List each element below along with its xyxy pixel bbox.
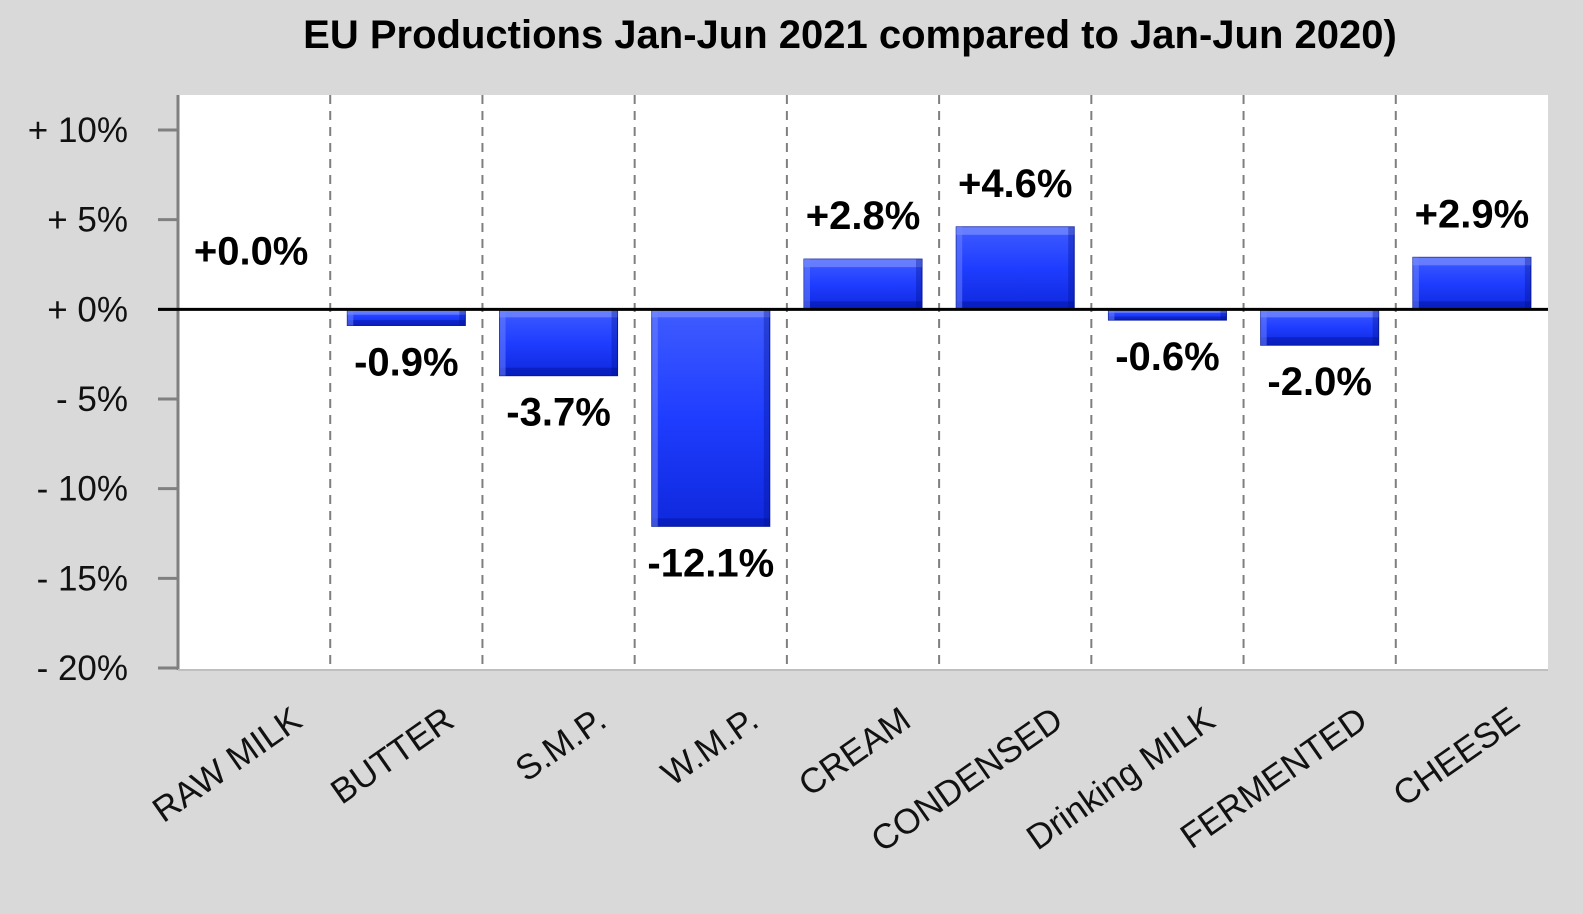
- bar-bevel-left: [651, 309, 658, 527]
- bar-bevel-left: [347, 309, 354, 326]
- bar-bevel-top: [1108, 309, 1227, 313]
- bar: [1412, 256, 1532, 310]
- data-label: -0.9%: [354, 340, 459, 384]
- y-tick-label: - 10%: [37, 470, 128, 509]
- chart-title: EU Productions Jan-Jun 2021 compared to …: [303, 13, 1397, 57]
- bar-bevel-right: [1220, 309, 1227, 321]
- bar-bevel-bottom: [1260, 337, 1379, 346]
- bar-body: [955, 226, 1075, 310]
- bar-bevel-left: [499, 309, 506, 376]
- bar-bevel-top: [1412, 257, 1531, 266]
- bar-bevel-left: [956, 226, 963, 310]
- y-tick-label: - 15%: [37, 559, 128, 598]
- data-label: +0.0%: [194, 229, 309, 273]
- bar-bevel-top: [804, 259, 922, 268]
- x-tick-label: RAW MILK: [146, 700, 309, 830]
- bar-body: [499, 308, 619, 377]
- bar-bevel-right: [459, 309, 466, 326]
- data-label: +2.9%: [1415, 192, 1530, 236]
- data-labels: +0.0% -0.9% -3.7% -12.1% +2.8% +4.6% -0.6% -2.0…: [194, 162, 1529, 585]
- y-tick-label: - 5%: [56, 380, 128, 419]
- bar-bevel-bottom: [1108, 316, 1227, 321]
- bar-bevel-bottom: [499, 367, 618, 376]
- bar: [1260, 308, 1380, 346]
- x-tick-label: CREAM: [792, 700, 918, 804]
- x-tick-label: BUTTER: [324, 700, 461, 812]
- bar-bevel-left: [1108, 309, 1115, 321]
- data-label: -2.0%: [1267, 360, 1372, 404]
- axes: [158, 95, 1548, 671]
- bar-bevel-bottom: [956, 301, 1075, 310]
- plot-area: [178, 95, 1548, 670]
- bar-bevel-bottom: [1412, 301, 1531, 310]
- data-label: +4.6%: [958, 162, 1073, 206]
- bar: [1107, 308, 1227, 321]
- data-label: -3.7%: [506, 391, 611, 435]
- bar-bevel-bottom: [804, 301, 922, 310]
- bar-body: [651, 308, 771, 527]
- data-label: +2.8%: [806, 194, 921, 238]
- bar-bevel-bottom: [347, 320, 466, 326]
- bar: [651, 308, 771, 527]
- bar-bevel-top: [499, 309, 618, 318]
- y-axis-labels: + 10% + 5% + 0% - 5% - 10% - 15% - 20%: [28, 111, 128, 688]
- bar: [803, 258, 923, 310]
- bar-bevel-top: [1260, 309, 1379, 318]
- x-tick-label: CHEESE: [1386, 700, 1526, 815]
- bar-bevel-right: [1068, 226, 1075, 310]
- y-tick-label: + 5%: [47, 201, 128, 240]
- bar: [346, 308, 466, 326]
- bar: [499, 308, 619, 377]
- bar-bevel-right: [1524, 257, 1531, 310]
- bar-bevel-bottom: [651, 518, 770, 527]
- bar-bevel-top: [956, 226, 1075, 235]
- bar-bevel-top: [651, 309, 770, 318]
- bar-body: [1412, 256, 1532, 310]
- bar-bevel-left: [1412, 257, 1419, 310]
- x-tick-label: S.M.P.: [508, 700, 613, 790]
- y-tick-label: + 10%: [28, 111, 128, 150]
- bar-bevel-left: [1260, 309, 1267, 346]
- bar-bevel-left: [804, 259, 810, 310]
- bar-bevel-top: [347, 309, 466, 315]
- bar: [955, 226, 1075, 310]
- x-tick-label: W.M.P.: [654, 700, 765, 794]
- y-tick-label: + 0%: [47, 290, 128, 329]
- data-label: -0.6%: [1115, 335, 1220, 379]
- bar-bevel-right: [763, 309, 770, 527]
- y-tick-label: - 20%: [37, 649, 128, 688]
- x-axis-labels: RAW MILK BUTTER S.M.P. W.M.P. CREAMCONDENSED…: [146, 700, 1527, 860]
- data-label: -12.1%: [647, 541, 774, 585]
- bar-bevel-right: [611, 309, 618, 376]
- bar-bevel-right: [916, 259, 922, 310]
- bar-bevel-right: [1372, 309, 1379, 346]
